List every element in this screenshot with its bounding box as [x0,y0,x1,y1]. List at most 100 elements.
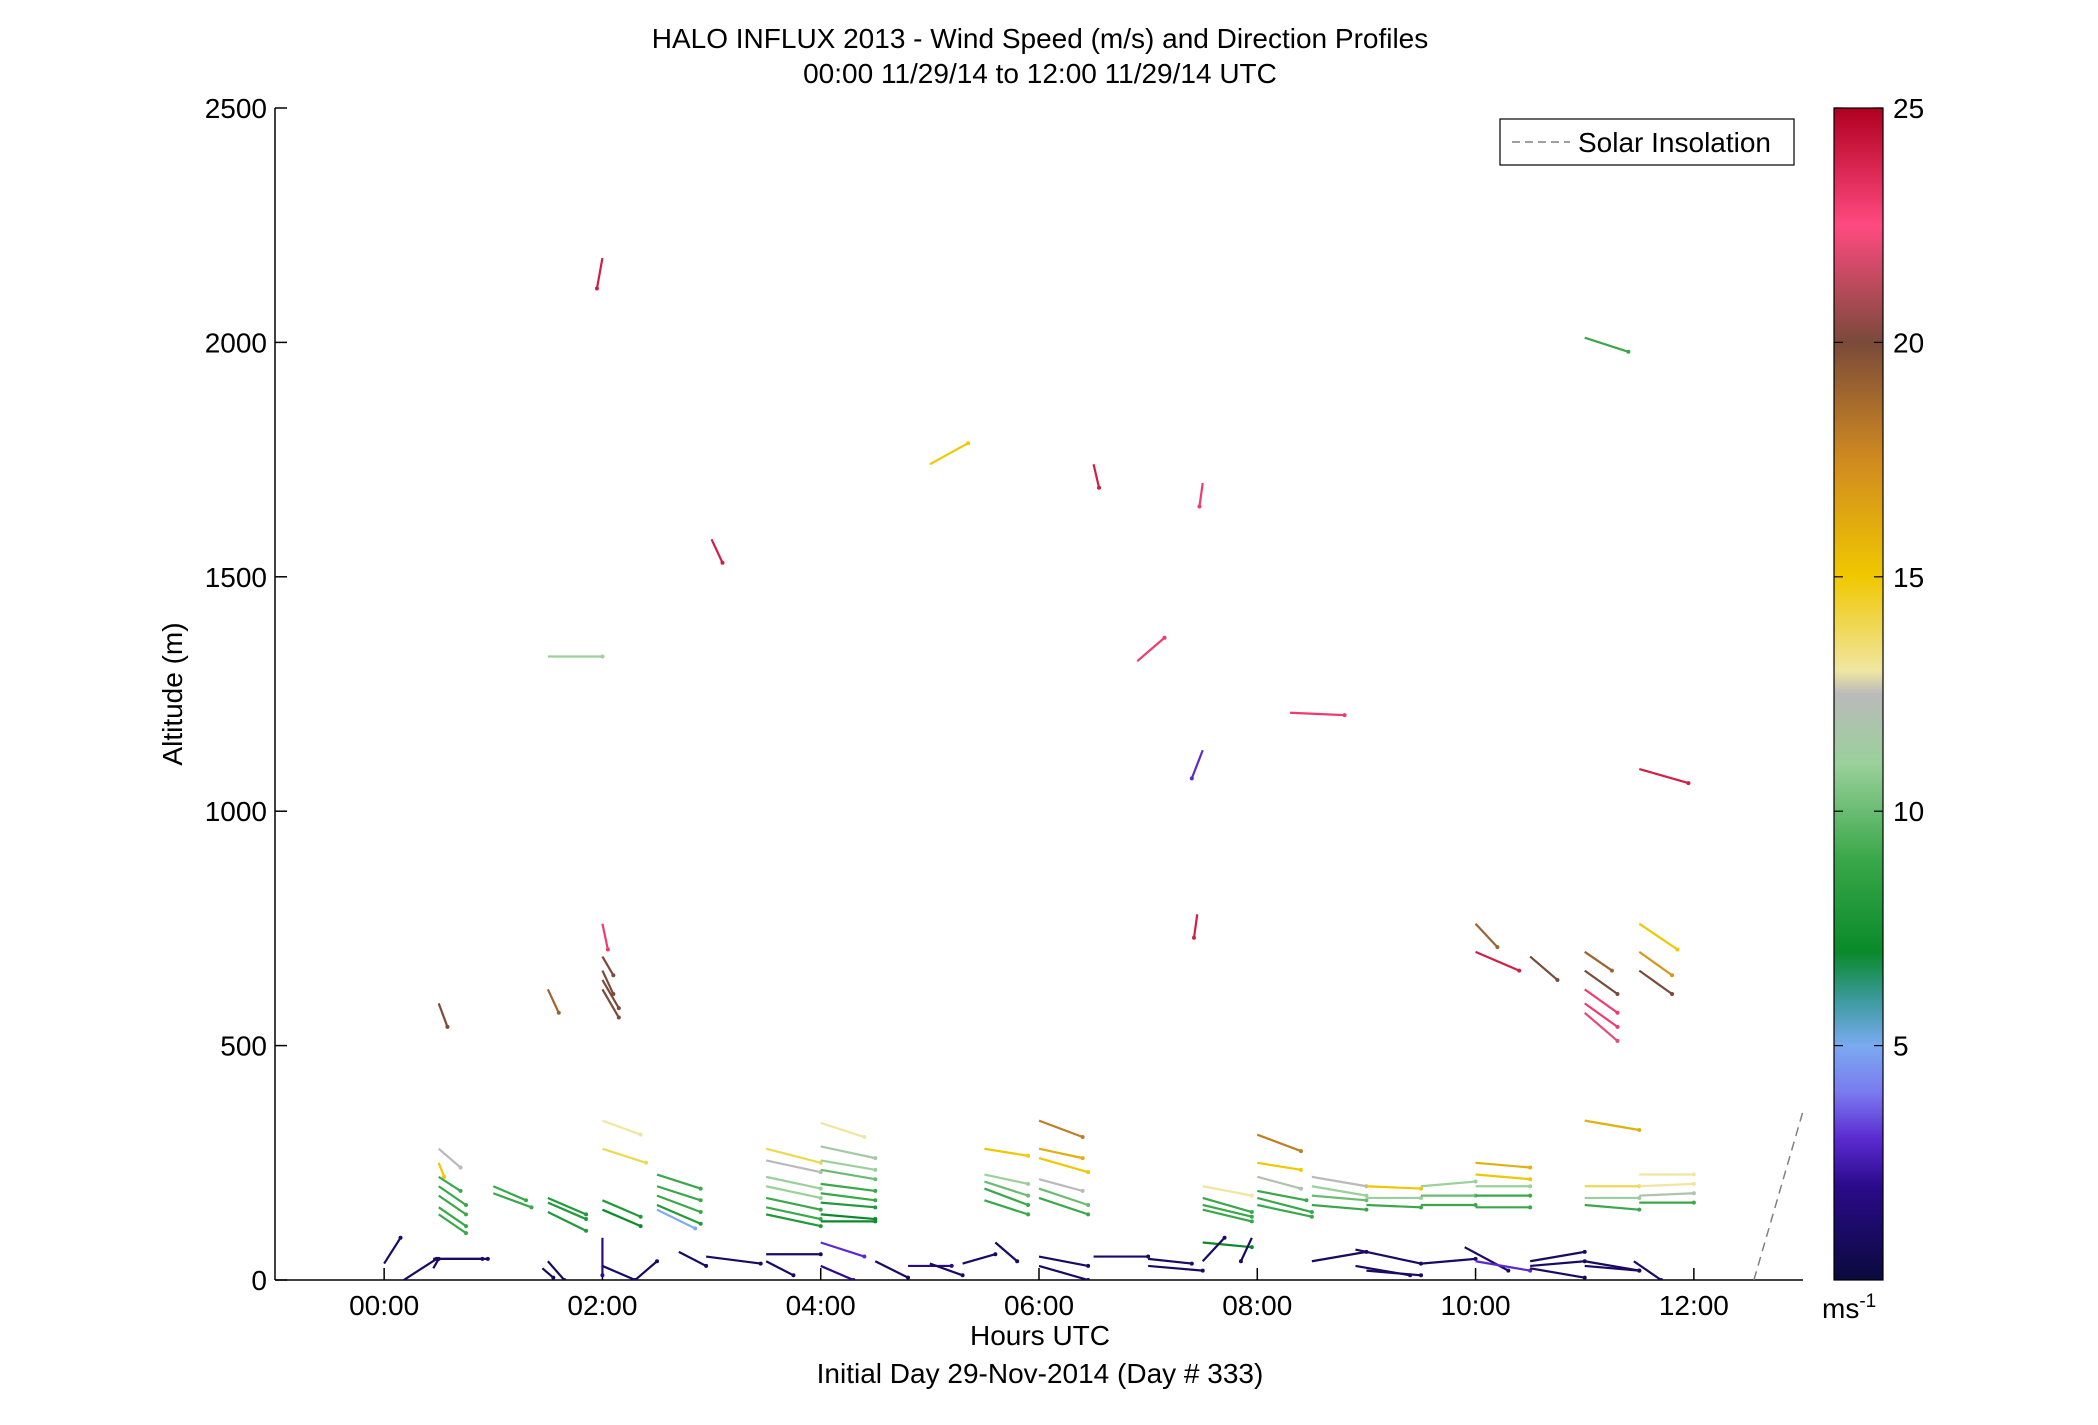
wind-vector [705,1255,761,1265]
wind-vector-head [1026,1181,1031,1186]
wind-vector [1475,1260,1531,1272]
wind-vector [984,1147,1029,1157]
wind-vector [1366,1185,1422,1190]
wind-vector [547,1196,587,1216]
wind-vector-head [818,1170,823,1175]
wind-vector-head [584,1217,589,1222]
wind-vector [601,1208,642,1228]
wind-vector-head [551,1275,556,1280]
wind-vector-head [1309,1210,1314,1215]
wind-vector-head [1582,1275,1587,1280]
wind-vector-head [1637,1195,1642,1200]
wind-vector [1366,1269,1422,1277]
wind-vector [1198,482,1204,507]
wind-vector-head [1670,992,1675,997]
wind-vector [438,1185,467,1206]
wind-vector [1257,1161,1302,1171]
wind-vector-head [1528,1193,1533,1198]
wind-vector [1038,1196,1089,1216]
wind-vector [1038,1119,1084,1139]
wind-vector-head [1146,1254,1151,1259]
wind-vector [438,1206,467,1227]
wind-vector-head [611,973,616,978]
wind-vector [656,1208,696,1230]
colorbar-tick-label: 25 [1893,93,1924,124]
wind-vector [1038,1157,1089,1174]
wind-vector-head [873,1188,878,1193]
wind-vector [1038,1264,1089,1280]
wind-vector [1038,1255,1089,1268]
x-axis-ticks: 00:00 02:00 04:00 06:00 08:00 10:00 12:00 [349,1268,1729,1321]
wind-vector-head [398,1235,403,1240]
wind-vector-head [1097,485,1102,490]
wind-vector [1584,950,1613,972]
colorbar-ticks: 5 10 15 20 25 [1834,93,1924,1062]
wind-vector [1202,1185,1253,1197]
x-tick-label: 08:00 [1222,1290,1292,1321]
wind-vector-head [584,1228,589,1233]
wind-vector [1475,1173,1531,1181]
wind-vector [1584,1002,1619,1028]
y-tick-label: 1000 [205,796,267,827]
wind-vector-head [1298,1186,1303,1191]
wind-vector [602,1119,642,1136]
wind-vector-head [862,1254,867,1259]
wind-vector [1638,767,1689,785]
wind-vector-head [993,1252,998,1257]
wind-vector-head [906,1275,911,1280]
wind-vector-head [818,1217,823,1222]
wind-vector-head [1615,1024,1620,1029]
wind-vector-head [818,1207,823,1212]
wind-vector [1201,1237,1226,1262]
x-tick-label: 04:00 [786,1290,856,1321]
wind-vector [1475,1161,1531,1169]
wind-vector [765,1196,821,1211]
wind-vector [1092,464,1101,488]
wind-vector-head [464,1231,468,1236]
wind-vector-head [704,1263,709,1268]
wind-vector [820,1145,876,1160]
wind-vector-head [698,1186,703,1191]
wind-vector [1584,1264,1640,1272]
wind-vector [1148,1257,1192,1265]
wind-vector [1202,1241,1252,1249]
x-axis-label: Hours UTC [970,1320,1110,1351]
wind-vector-head [464,1202,468,1207]
wind-vector-head [1080,1188,1085,1193]
y-tick-label: 500 [220,1031,267,1062]
wind-vector [1202,1196,1253,1214]
wind-vector-head [1691,1191,1696,1196]
wind-vector-head [1222,1235,1227,1240]
wind-vector-head [873,1198,878,1203]
wind-vector-head [1419,1195,1423,1200]
wind-vector-head [600,1273,605,1278]
wind-vector [1529,955,1559,981]
wind-vector [634,1260,658,1280]
wind-vector-head [1026,1212,1031,1217]
wind-vector-head [693,1226,698,1231]
wind-vector [820,1264,854,1280]
wind-vector [1366,1203,1422,1209]
wind-vector [1584,1203,1640,1211]
wind-vector [547,1211,587,1232]
colorbar-tick-label: 10 [1893,796,1924,827]
wind-vector [1583,1011,1619,1042]
y-tick-label: 2000 [205,327,267,358]
wind-vector-head [638,1214,643,1219]
wind-vector [1633,1260,1662,1280]
wind-vector [1639,1182,1694,1188]
wind-vector-head [966,441,971,446]
wind-vector [1639,1192,1694,1197]
wind-vector [1311,1175,1367,1188]
wind-vector [656,1194,702,1214]
wind-vector-head [1342,713,1347,718]
wind-vector-head [1015,1259,1020,1264]
wind-vector-head [698,1198,703,1203]
wind-vector [820,1201,876,1209]
wind-vector-head [818,1224,823,1229]
wind-vector-head [529,1205,534,1210]
wind-vector [820,1241,865,1258]
wind-vector-head [1659,1278,1664,1280]
wind-vector-head [1473,1179,1478,1184]
wind-vector-head [1419,1273,1423,1278]
